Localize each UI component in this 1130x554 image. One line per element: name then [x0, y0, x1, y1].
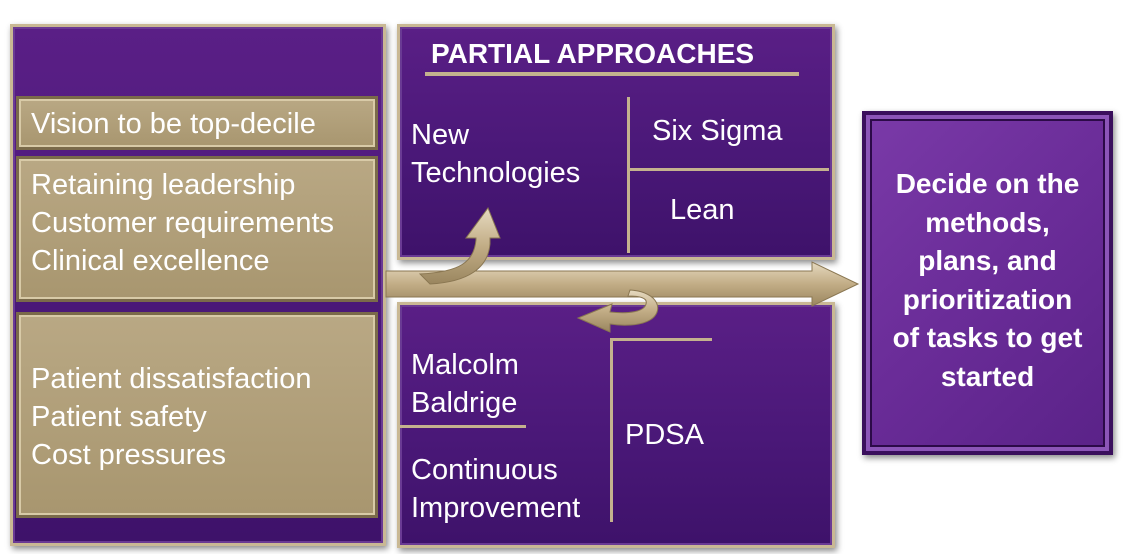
continuous-improvement-line: Improvement: [411, 492, 581, 524]
continuous-improvement-label: Continuous Improvement: [411, 451, 580, 527]
driver-item: Customer requirements: [31, 207, 334, 239]
vision-box: Vision to be top-decile: [16, 96, 378, 150]
malcolm-baldrige-line: Malcolm: [411, 349, 519, 381]
horizontal-divider: [629, 168, 829, 171]
decide-text: Decide on the methods, plans, and priori…: [892, 168, 1083, 392]
lower-top-divider: [612, 338, 712, 341]
pdsa-label: PDSA: [625, 419, 704, 451]
curved-loop-arrow: [576, 289, 659, 333]
lower-left-divider: [400, 425, 526, 428]
malcolm-baldrige-line: Baldrige: [411, 387, 518, 419]
vision-text: Vision to be top-decile: [31, 108, 316, 140]
pressures-box: Patient dissatisfaction Patient safety C…: [16, 312, 378, 518]
main-right-arrow: [385, 261, 860, 307]
curved-up-arrow: [418, 206, 501, 285]
driver-item: Retaining leadership: [31, 169, 296, 201]
six-sigma-label: Six Sigma: [652, 115, 783, 147]
lean-label: Lean: [670, 194, 735, 226]
new-technologies-label: New Technologies: [411, 116, 580, 192]
pressure-item: Cost pressures: [31, 439, 227, 471]
partial-approaches-title: PARTIAL APPROACHES: [431, 38, 755, 69]
continuous-improvement-line: Continuous: [411, 454, 558, 486]
partial-approaches-box: [397, 24, 835, 260]
new-technologies-line: Technologies: [411, 157, 581, 189]
lower-vertical-divider: [610, 338, 613, 522]
driver-item: Clinical excellence: [31, 245, 270, 277]
drivers-box: Retaining leadership Customer requiremen…: [16, 156, 378, 302]
decide-box: Decide on the methods, plans, and priori…: [862, 111, 1113, 455]
malcolm-baldrige-label: Malcolm Baldrige: [411, 346, 519, 422]
title-underline: [425, 72, 799, 76]
pressure-item: Patient dissatisfaction: [31, 363, 312, 395]
vertical-divider: [627, 97, 630, 253]
new-technologies-line: New: [411, 119, 470, 151]
pressure-item: Patient safety: [31, 401, 207, 433]
